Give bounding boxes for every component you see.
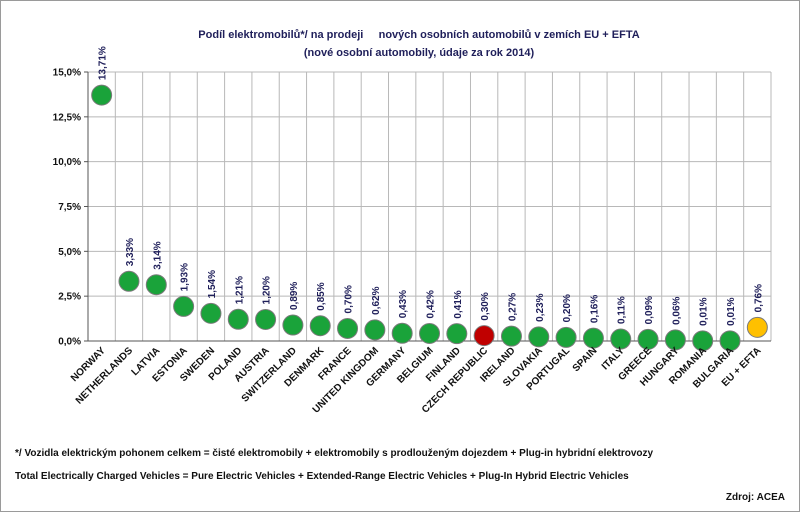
data-label: 0,23%	[535, 293, 546, 321]
data-label: 0,11%	[617, 296, 628, 324]
data-point	[145, 274, 167, 296]
gridlines	[87, 71, 772, 342]
data-label: 1,21%	[234, 276, 245, 304]
data-point	[200, 302, 222, 324]
data-label: 0,27%	[507, 293, 518, 321]
data-point	[255, 308, 277, 330]
data-point	[528, 326, 550, 348]
data-label: 0,62%	[371, 286, 382, 314]
data-label: 0,16%	[589, 295, 600, 323]
data-point	[664, 329, 686, 351]
data-point	[337, 317, 359, 339]
data-point	[118, 270, 140, 292]
data-label: 0,30%	[480, 292, 491, 320]
data-label: 0,76%	[753, 284, 764, 312]
data-point	[500, 325, 522, 347]
data-point	[555, 326, 577, 348]
data-point	[391, 322, 413, 344]
data-point	[419, 322, 440, 344]
data-point	[364, 319, 386, 341]
data-label: 0,41%	[453, 290, 464, 318]
data-point	[227, 308, 249, 330]
y-tick-label: 12,5%	[53, 112, 81, 123]
data-label: 0,06%	[671, 296, 682, 324]
data-point	[173, 295, 195, 317]
chart-title-line2: (nové osobní automobily, údaje za rok 20…	[304, 47, 535, 59]
y-tick-label: 2,5%	[58, 292, 81, 303]
data-point	[582, 327, 604, 349]
data-label: 0,01%	[699, 297, 710, 325]
y-axis: 0,0% 2,5% 5,0% 7,5% 10,0% 12,5% 15,0%	[53, 68, 771, 348]
chart-title-line1: Podíl elektromobilů*/ na prodeji nových …	[198, 29, 639, 41]
y-tick-label: 7,5%	[58, 202, 81, 213]
data-label: 0,85%	[316, 282, 327, 310]
data-point	[309, 315, 331, 337]
ev-share-chart: Podíl elektromobilů*/ na prodeji nových …	[53, 29, 772, 416]
data-label: 0,89%	[289, 282, 300, 310]
data-label: 1,54%	[207, 270, 218, 298]
data-point	[282, 314, 304, 336]
y-tick-label: 5,0%	[58, 247, 81, 258]
data-point	[692, 330, 714, 352]
y-tick-label: 0,0%	[58, 337, 81, 348]
data-label: 1,20%	[262, 276, 273, 304]
y-tick-label: 15,0%	[53, 68, 81, 79]
data-label: 3,14%	[152, 241, 163, 269]
footnote-english: Total Electrically Charged Vehicles = Pu…	[15, 471, 629, 482]
data-label: 0,01%	[726, 297, 737, 325]
data-label: 0,43%	[398, 290, 409, 318]
source-note: Zdroj: ACEA	[725, 492, 785, 503]
data-point	[719, 330, 741, 352]
x-tick-label: SPAIN	[571, 345, 600, 374]
data-point	[473, 325, 495, 347]
data-points: 13,71%NORWAY3,33%NETHERLANDS3,14%LATVIA1…	[69, 46, 768, 416]
data-point	[91, 84, 113, 106]
data-label: 0,20%	[562, 294, 573, 322]
data-point	[610, 328, 632, 350]
footnote-czech: */ Vozidla elektrickým pohonem celkem = …	[15, 448, 654, 459]
data-label: 0,70%	[344, 285, 355, 313]
data-point	[446, 323, 468, 345]
data-point	[746, 316, 768, 338]
data-label: 1,93%	[180, 263, 191, 291]
data-label: 0,42%	[426, 290, 437, 318]
data-point	[637, 328, 659, 350]
data-label: 13,71%	[98, 46, 109, 80]
data-label: 3,33%	[125, 238, 136, 266]
y-tick-label: 10,0%	[53, 157, 81, 168]
data-label: 0,09%	[644, 296, 655, 324]
